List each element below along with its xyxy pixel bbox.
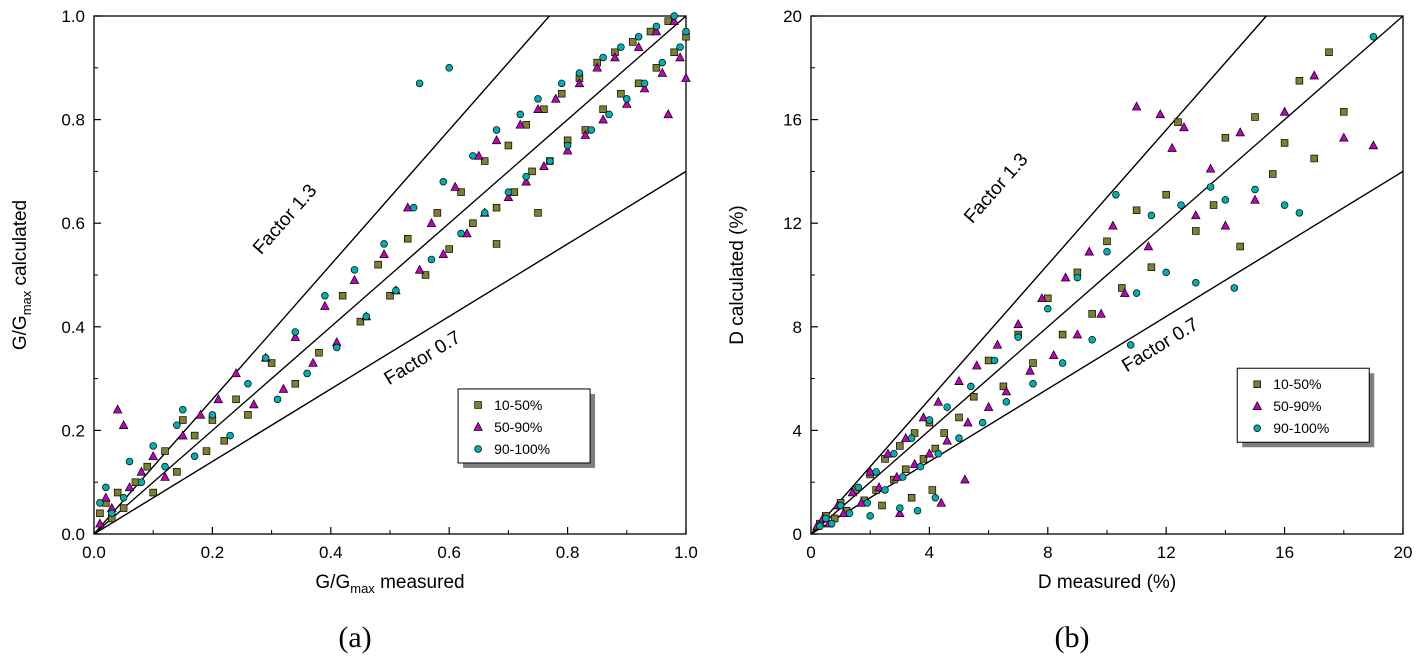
svg-text:0.8: 0.8: [556, 543, 580, 562]
svg-text:0.6: 0.6: [437, 543, 461, 562]
scatter-chart-a: 0.0 0.2 0.4 0.6 0.8 1.00.00.20.40.60.81.0Fact…: [10, 7, 698, 596]
svg-text:90-100%: 90-100%: [494, 441, 550, 457]
svg-text:4: 4: [793, 421, 802, 440]
svg-text:0.8: 0.8: [61, 111, 85, 130]
svg-text:8: 8: [1043, 543, 1052, 562]
svg-text:0.4: 0.4: [61, 318, 85, 337]
svg-text:4: 4: [925, 543, 934, 562]
svg-text:12: 12: [1157, 543, 1176, 562]
figure-a: 0.0 0.2 0.4 0.6 0.8 1.0 0.0 0.2 0.4 0.6 0.8 1.0 Fact…: [0, 2, 710, 655]
svg-text:0: 0: [806, 543, 815, 562]
svg-text:16: 16: [783, 111, 802, 130]
svg-text:D calculated (%): D calculated (%): [727, 205, 748, 344]
svg-text:G/Gmax measured: G/Gmax measured: [315, 572, 464, 596]
svg-text:10-50%: 10-50%: [494, 397, 542, 413]
svg-text:10-50%: 10-50%: [1273, 376, 1321, 392]
svg-text:0.2: 0.2: [201, 543, 225, 562]
svg-text:90-100%: 90-100%: [1273, 420, 1329, 436]
svg-text:0.0: 0.0: [61, 525, 85, 544]
svg-text:0.2: 0.2: [61, 421, 85, 440]
figure-b: 0 4 8 12 16 20 0 4 8 12 16 20 Factor 1.3 Factor 0.7 10…: [717, 2, 1427, 655]
svg-text:50-90%: 50-90%: [1273, 398, 1321, 414]
svg-text:12: 12: [783, 214, 802, 233]
svg-text:1.0: 1.0: [674, 543, 698, 562]
caption-b: (b): [1054, 621, 1090, 654]
svg-text:1.0: 1.0: [61, 7, 85, 26]
svg-text:20: 20: [783, 7, 802, 26]
caption-a: (a): [338, 621, 372, 654]
svg-text:20: 20: [1394, 543, 1413, 562]
svg-text:50-90%: 50-90%: [494, 419, 542, 435]
svg-text:D measured (%): D measured (%): [1038, 572, 1176, 593]
svg-text:0: 0: [793, 525, 802, 544]
svg-text:0.4: 0.4: [319, 543, 343, 562]
svg-text:16: 16: [1275, 543, 1294, 562]
svg-text:8: 8: [793, 318, 802, 337]
svg-text:0.6: 0.6: [61, 214, 85, 233]
svg-text:G/Gmax calculated: G/Gmax calculated: [10, 200, 34, 350]
svg-text:0.0: 0.0: [82, 543, 106, 562]
